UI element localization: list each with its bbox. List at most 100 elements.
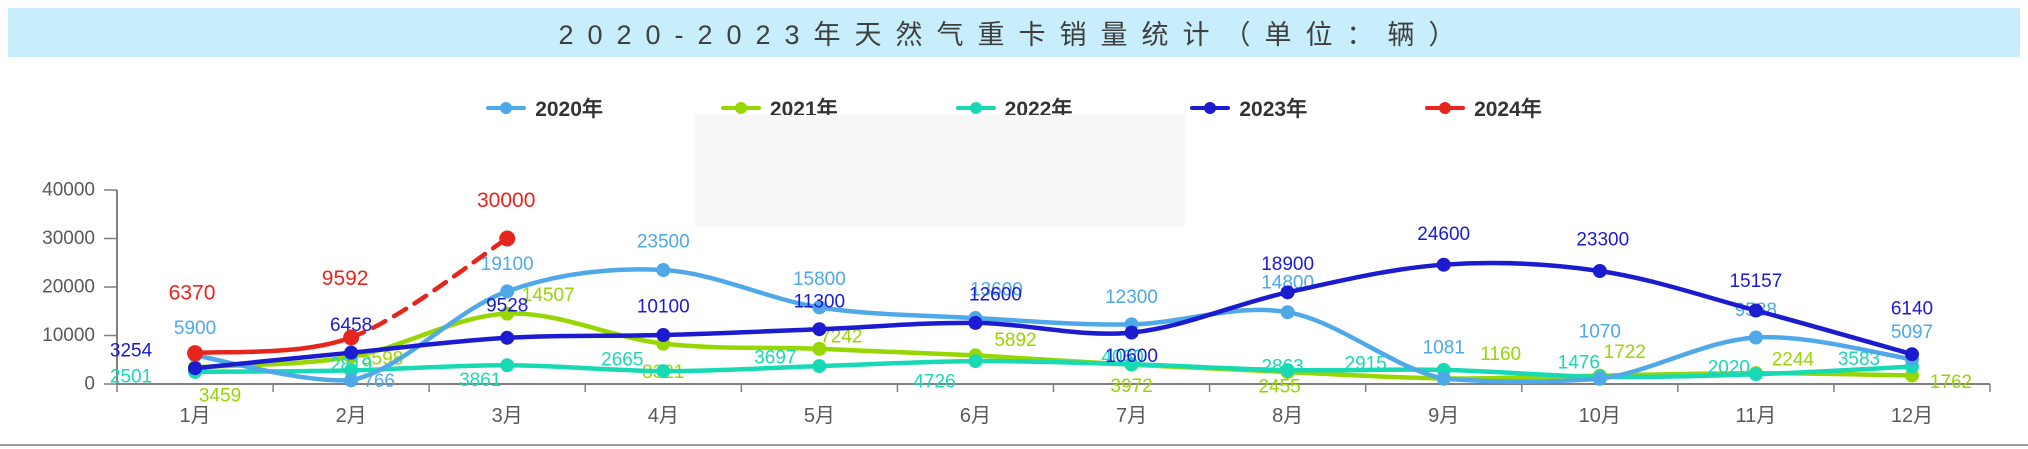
- series-line-segment: [1441, 367, 1603, 380]
- data-label: 3972: [1110, 376, 1152, 397]
- series-line-segment: [817, 320, 978, 332]
- legend-line-marker-icon: [720, 101, 761, 115]
- data-label: 4060: [1101, 347, 1143, 368]
- data-point: [656, 364, 671, 379]
- data-point: [1436, 257, 1451, 272]
- data-label: 1762: [1930, 372, 1972, 393]
- data-point: [1280, 285, 1295, 300]
- x-axis-label: 7月: [1116, 405, 1147, 427]
- data-label: 23500: [637, 232, 690, 253]
- data-point: [1124, 357, 1139, 372]
- series-line-segment: [192, 350, 354, 371]
- series-line-segment: [1597, 268, 1759, 313]
- data-point: [1748, 330, 1763, 345]
- series-line-segment: [1753, 308, 1915, 357]
- data-label: 1081: [1423, 337, 1465, 358]
- data-label: 9592: [322, 267, 369, 290]
- data-label: 6370: [169, 282, 216, 305]
- legend-line-marker-icon: [1190, 101, 1231, 115]
- series-line-segment: [1597, 335, 1759, 382]
- data-label: 2455: [1258, 377, 1300, 398]
- series-line-segment: [1441, 260, 1603, 274]
- data-point: [812, 341, 827, 356]
- data-point: [968, 354, 983, 369]
- x-axis-label: 1月: [179, 405, 210, 427]
- series-line-segment: [817, 358, 978, 369]
- data-label: 1476: [1558, 352, 1600, 373]
- data-label: 24600: [1417, 224, 1470, 245]
- data-point: [344, 373, 359, 388]
- bottom-divider: [0, 444, 2028, 446]
- data-label: 15157: [1729, 271, 1782, 292]
- x-axis-label: 4月: [648, 405, 679, 427]
- legend-line-marker-icon: [1425, 101, 1466, 115]
- data-label: 2665: [601, 350, 643, 371]
- data-label: 4726: [913, 372, 955, 393]
- chart-title-band: 2020-2023年天然气重卡销量统计（单位：辆）: [8, 8, 2020, 57]
- data-label: 10600: [1105, 346, 1158, 367]
- data-label: 23300: [1576, 229, 1629, 250]
- data-label: 3583: [1838, 349, 1880, 370]
- data-label: 3697: [754, 348, 796, 369]
- data-label: 14507: [522, 285, 575, 306]
- series-line-segment: [348, 335, 510, 355]
- series-line-segment: [1753, 364, 1915, 377]
- y-axis-label: 30000: [42, 228, 95, 249]
- data-label: 1160: [1480, 344, 1521, 365]
- series-line-segment: [1129, 290, 1290, 335]
- series-line-segment: [1285, 367, 1446, 373]
- x-axis-label: 8月: [1272, 405, 1303, 427]
- x-axis-label: 10月: [1579, 405, 1621, 427]
- data-label: 5900: [174, 318, 216, 339]
- series-line-segment: [504, 363, 666, 374]
- data-label: 5892: [994, 330, 1036, 351]
- series-line-segment: [348, 289, 510, 383]
- series-line-segment: [1441, 376, 1603, 384]
- series-line-segment: [1285, 262, 1446, 295]
- series-line-segment: [973, 358, 1134, 367]
- x-axis-label: 11月: [1735, 405, 1776, 427]
- data-label: 1722: [1604, 342, 1646, 363]
- data-point: [812, 359, 827, 374]
- y-axis-label: 40000: [42, 180, 95, 201]
- series-line-segment: [348, 363, 510, 373]
- data-label: 6140: [1891, 299, 1933, 320]
- data-point: [344, 363, 359, 378]
- series-line-segment: [1753, 334, 1915, 362]
- x-axis-label: 9月: [1428, 405, 1459, 427]
- data-label: 19100: [481, 254, 534, 275]
- data-label: 15800: [793, 269, 846, 290]
- series-line-segment: [192, 335, 354, 356]
- series-line-segment: [661, 326, 822, 338]
- x-axis-label: 5月: [804, 405, 835, 427]
- legend-item-2023[interactable]: 2023年: [1190, 93, 1307, 123]
- data-point: [499, 230, 516, 247]
- data-point: [656, 263, 671, 278]
- data-point: [500, 358, 515, 373]
- data-label: 1070: [1579, 321, 1621, 342]
- series-line-segment: [1285, 309, 1446, 382]
- legend-item-2020[interactable]: 2020年: [486, 93, 603, 123]
- x-axis-label: 3月: [492, 405, 523, 427]
- data-point: [500, 330, 515, 345]
- series-line-segment: [661, 341, 822, 352]
- data-label: 766: [363, 371, 395, 392]
- data-point: [1748, 367, 1763, 382]
- data-label: 5097: [1891, 322, 1933, 343]
- data-label: 10100: [637, 297, 690, 318]
- series-line-segment: [504, 267, 666, 294]
- data-point: [1280, 363, 1295, 378]
- data-label: 9528: [486, 295, 528, 316]
- series-line-segment: [661, 363, 822, 374]
- series-line-segment: [348, 236, 510, 340]
- data-point: [343, 329, 360, 346]
- legend-item-label: 2024年: [1474, 98, 1542, 121]
- chart-title: 2020-2023年天然气重卡销量统计（单位：辆）: [558, 20, 1470, 50]
- data-point: [1904, 347, 1919, 362]
- data-label: 11300: [794, 292, 845, 313]
- legend-item-2024[interactable]: 2024年: [1425, 93, 1542, 123]
- data-point: [812, 300, 827, 315]
- y-axis-label: 10000: [42, 325, 95, 346]
